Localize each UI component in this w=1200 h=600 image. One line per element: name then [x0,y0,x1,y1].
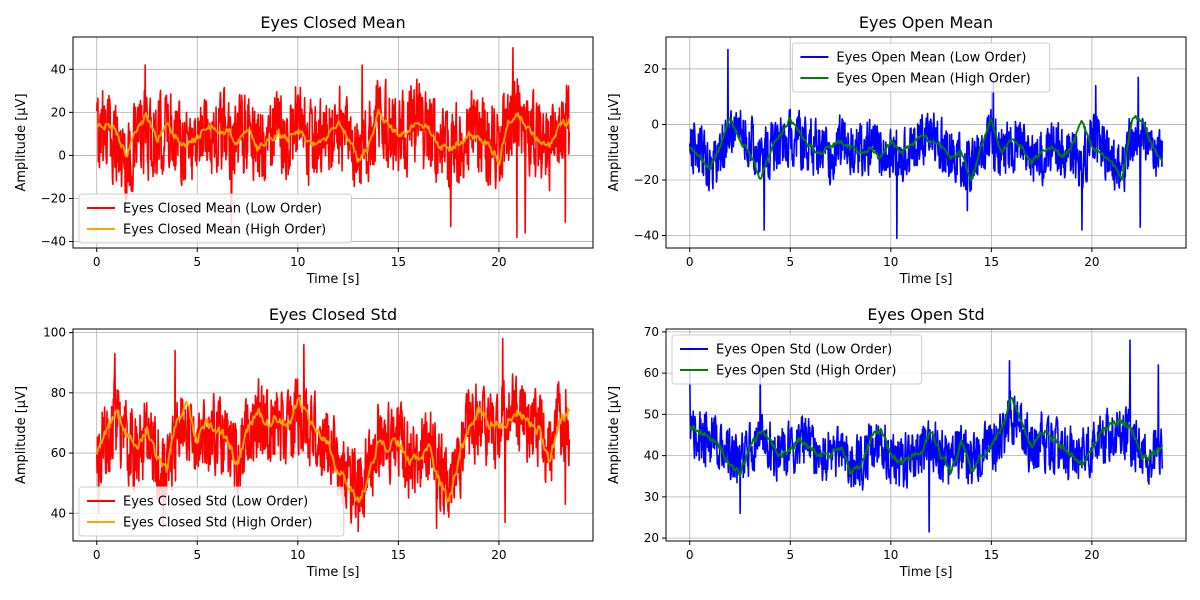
y-tick-label: −40 [634,229,659,243]
y-axis-label: Amplitude [µV] [607,386,622,484]
legend-label: Eyes Open Std (Low Order) [716,343,892,358]
x-tick-label: 20 [1084,255,1099,269]
x-tick-label: 0 [686,255,694,269]
legend-box [671,334,923,385]
x-tick-label: 0 [93,255,101,269]
x-tick-label: 10 [883,548,898,562]
x-tick-label: 20 [1084,548,1099,562]
x-tick-label: 5 [786,255,794,269]
legend: Eyes Open Std (Low Order) Eyes Open Std (… [671,334,923,385]
y-axis-label: Amplitude [µV] [14,93,29,191]
axes-frame [72,328,594,542]
series-line-high-order [689,397,1164,478]
y-tick-label: −40 [41,235,66,249]
y-tick-label: 20 [644,531,659,545]
legend-label: Eyes Closed Std (Low Order) [123,495,308,510]
y-tick-label: 70 [644,325,659,339]
series-line-high-order [689,114,1164,182]
y-axis-label: Amplitude [µV] [14,386,29,484]
x-tick-label: 0 [93,548,101,562]
y-tick-label: 40 [51,62,66,76]
series-line-low-order [688,339,1164,533]
x-tick-label: 5 [193,548,201,562]
y-tick-label: 40 [51,506,66,520]
y-tick-label: 60 [644,366,659,380]
legend: Eyes Open Mean (Low Order) Eyes Open Mean… [791,42,1051,93]
subplot-eyes-open-std: 0 5 10 15 20 20 30 40 50 60 70 Eyes Open Std Time [s… [607,305,1187,580]
legend-label: Eyes Closed Std (High Order) [123,516,312,531]
axes-frame [665,36,1187,249]
y-tick-label: 30 [644,490,659,504]
y-tick-label: 20 [51,105,66,119]
y-tick-label: −20 [41,191,66,205]
x-axis-label: Time [s] [899,565,953,580]
y-tick-label: 40 [644,449,659,463]
y-tick-label: −20 [634,173,659,187]
x-tick-label: 5 [193,255,201,269]
legend-label: Eyes Open Mean (High Order) [836,72,1030,87]
x-tick-label: 20 [491,255,506,269]
y-tick-label: 20 [644,62,659,76]
chart-title: Eyes Closed Std [269,305,397,324]
y-tick-label: 50 [644,407,659,421]
chart-title: Eyes Closed Mean [260,13,405,32]
legend-box [78,193,352,244]
legend-label: Eyes Open Std (High Order) [716,364,897,379]
legend-label: Eyes Open Mean (Low Order) [836,51,1026,66]
x-axis-label: Time [s] [306,565,360,580]
subplot-eyes-open-mean: 0 5 10 15 20 −40 −20 0 20 Eyes Open Mean Time [s] A… [607,13,1187,287]
axes-frame [72,36,594,249]
x-tick-label: 5 [786,548,794,562]
legend-label: Eyes Closed Mean (High Order) [123,223,326,238]
x-tick-label: 10 [290,548,305,562]
x-tick-label: 15 [391,255,406,269]
legend: Eyes Closed Std (Low Order) Eyes Closed S… [78,486,345,537]
y-tick-label: 0 [651,117,659,131]
y-axis-label: Amplitude [µV] [607,93,622,191]
y-tick-label: 80 [51,386,66,400]
legend-box [791,42,1051,93]
series-line-high-order [95,396,571,504]
x-axis-label: Time [s] [899,272,953,287]
x-tick-label: 10 [883,255,898,269]
series-line-low-order [688,48,1164,240]
chart-title: Eyes Open Std [867,305,984,324]
legend-box [78,486,345,537]
y-tick-label: 100 [43,326,66,340]
legend-label: Eyes Closed Mean (Low Order) [123,202,322,217]
subplot-eyes-closed-mean: 0 5 10 15 20 −40 −20 0 20 40 Eyes Closed Mean Time … [14,13,594,287]
x-tick-label: 15 [984,548,999,562]
x-tick-label: 20 [491,548,506,562]
x-tick-label: 10 [290,255,305,269]
chart-title: Eyes Open Mean [859,13,993,32]
series-line-low-order [95,46,571,239]
axes-frame [665,328,1187,542]
series-line-high-order [96,108,571,166]
y-tick-label: 60 [51,446,66,460]
subplot-eyes-closed-std: 0 5 10 15 20 40 60 80 100 Eyes Closed Std Time [s]… [14,305,594,580]
legend: Eyes Closed Mean (Low Order) Eyes Closed … [78,193,352,244]
x-axis-label: Time [s] [306,272,360,287]
x-tick-label: 15 [391,548,406,562]
x-tick-label: 0 [686,548,694,562]
y-tick-label: 0 [58,148,66,162]
series-line-low-order [95,337,571,533]
x-tick-label: 15 [984,255,999,269]
